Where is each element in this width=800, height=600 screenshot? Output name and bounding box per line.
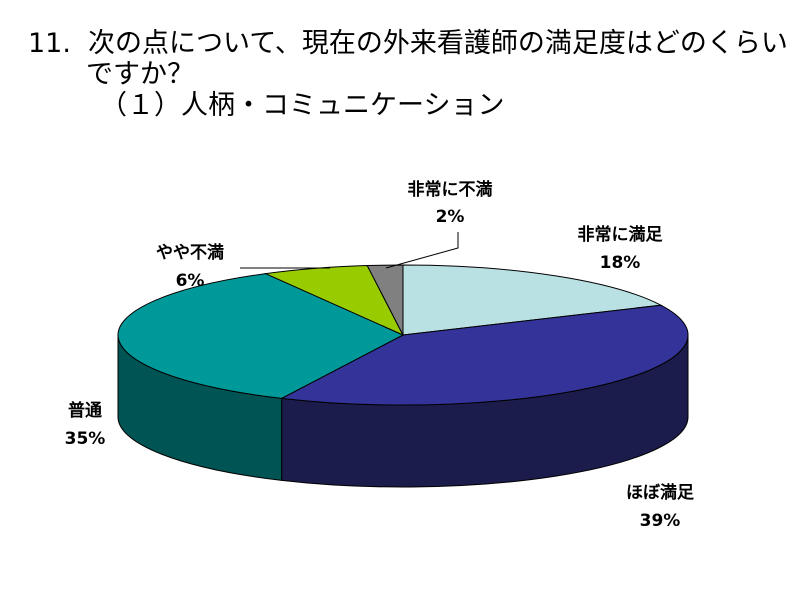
slice-value-1: 39%: [640, 511, 681, 531]
chart-title: 11. 次の点について、現在の外来看護師の満足度はどのくらい ですか？ （１）人柄…: [28, 28, 788, 121]
slice-label-2: 普通: [68, 400, 102, 421]
slice-value-0: 18%: [600, 253, 641, 273]
title-number: 11.: [28, 28, 71, 59]
pie-slice-2: [117, 273, 405, 399]
slice-value-3: 6%: [176, 271, 205, 291]
slice-label-4: 非常に不満: [408, 179, 493, 200]
slice-label-3: やや不満: [156, 242, 224, 263]
title-line-2: ですか？: [86, 59, 194, 90]
slice-label-1: ほぼ満足: [626, 482, 694, 503]
title-line-1: 11. 次の点について、現在の外来看護師の満足度はどのくらい: [28, 28, 788, 59]
slice-label-0: 非常に満足: [578, 224, 663, 245]
leader-line-4: [385, 232, 459, 269]
pie-slice-0: [402, 264, 663, 336]
title-line-3: （１）人柄・コミュニケーション: [100, 90, 505, 121]
slice-value-4: 2%: [436, 207, 465, 227]
pie-slice-1: [279, 304, 689, 406]
pie-slice-4: [366, 264, 404, 336]
slice-value-2: 35%: [65, 429, 106, 449]
